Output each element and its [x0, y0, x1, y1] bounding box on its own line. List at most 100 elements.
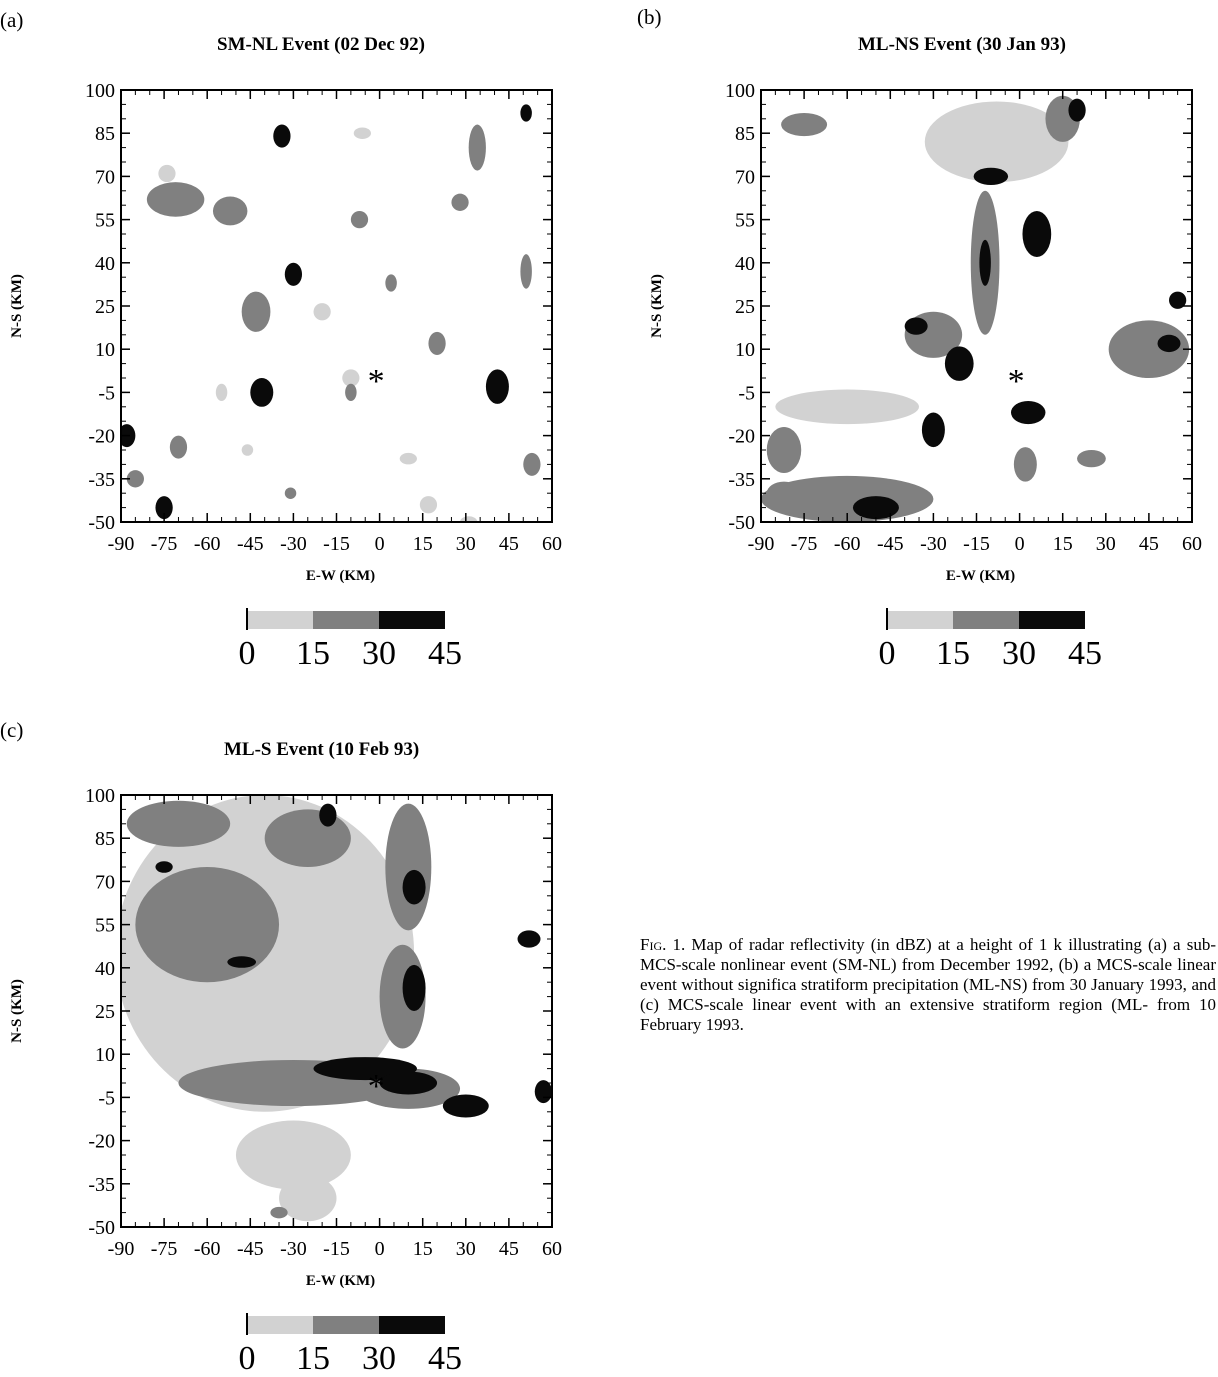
reflectivity-cell	[979, 239, 991, 286]
x-tick-label: -60	[834, 533, 861, 555]
y-tick-label: -5	[738, 382, 755, 404]
reflectivity-cell	[385, 274, 397, 292]
radar-location-marker: *	[368, 1068, 385, 1105]
colorbar-label: 30	[362, 635, 396, 672]
reflectivity-cell	[399, 452, 417, 465]
radar-location-marker: *	[368, 363, 385, 400]
x-tick-label: -30	[280, 1238, 307, 1260]
reflectivity-cell	[241, 291, 271, 332]
reflectivity-cell	[279, 1175, 337, 1222]
y-tick-label: -5	[98, 382, 115, 404]
panel-a-label: (a)	[0, 8, 24, 32]
x-tick-label: -75	[151, 1238, 178, 1260]
reflectivity-cell	[345, 383, 357, 402]
caption-text: Map of radar reflectivity (in dBZ) at a …	[640, 935, 1216, 1034]
reflectivity-cell	[215, 383, 228, 402]
reflectivity-cell	[1077, 450, 1106, 468]
x-tick-label: -45	[877, 533, 904, 555]
reflectivity-cell	[146, 182, 205, 217]
y-tick-label: 40	[735, 253, 755, 275]
x-tick-label: 45	[1139, 533, 1159, 555]
panel-c-title: ML-S Event (10 Feb 93)	[224, 739, 420, 760]
reflectivity-cell	[428, 331, 446, 355]
panel-b-colorbar: 0 15 30 45	[879, 608, 1102, 672]
caption-fig-number: Fig. 1.	[640, 935, 686, 954]
colorbar-label: 30	[1002, 635, 1036, 672]
panel-b-radar-map: 100 85 70 55 40 25 10 -5 -20 -35 -50-90 -75 -60 -45 -3…	[649, 80, 1202, 584]
reflectivity-cell	[264, 809, 351, 867]
reflectivity-cell	[921, 412, 945, 448]
x-tick-label: 0	[1015, 533, 1025, 555]
colorbar-label: 0	[239, 1340, 256, 1377]
reflectivity-cell	[904, 317, 928, 335]
reflectivity-cell	[1169, 291, 1187, 309]
x-tick-label: -90	[108, 533, 135, 555]
colorbar-label: 0	[239, 635, 256, 672]
y-axis-label: N-S (KM)	[9, 979, 25, 1043]
y-tick-label: 100	[85, 80, 115, 102]
x-tick-label: -75	[791, 533, 818, 555]
reflectivity-cell	[442, 1094, 489, 1118]
y-tick-label: 85	[735, 123, 755, 145]
y-tick-label: -35	[88, 469, 115, 491]
panel-a-colorbar: 0 15 30 45	[239, 608, 462, 672]
x-tick-label: 60	[542, 1238, 562, 1260]
reflectivity-cell	[313, 303, 331, 321]
x-tick-label: 15	[413, 1238, 433, 1260]
colorbar-segment	[313, 611, 379, 629]
x-tick-label: 60	[542, 533, 562, 555]
reflectivity-cells	[761, 95, 1190, 522]
y-axis-label: N-S (KM)	[9, 274, 25, 338]
reflectivity-cell	[155, 496, 173, 520]
reflectivity-cell	[517, 930, 541, 948]
x-tick-label: -90	[748, 533, 775, 555]
reflectivity-cell	[350, 210, 369, 229]
reflectivity-cell	[235, 1120, 351, 1190]
y-tick-label: -20	[88, 426, 115, 448]
reflectivity-cell	[402, 964, 426, 1011]
reflectivity-cell	[1157, 334, 1181, 353]
reflectivity-cell	[1022, 210, 1052, 258]
reflectivity-cell	[155, 861, 173, 873]
x-axis-label: E-W (KM)	[946, 568, 1015, 584]
reflectivity-cell	[126, 470, 144, 488]
reflectivity-cell	[1013, 447, 1037, 482]
x-tick-label: -60	[194, 533, 221, 555]
plot-frame	[120, 89, 553, 523]
y-tick-label: -50	[88, 1217, 115, 1239]
y-tick-label: 10	[735, 339, 755, 361]
reflectivity-cell	[273, 124, 291, 148]
x-tick-label: -15	[323, 1238, 350, 1260]
reflectivity-cell	[135, 867, 280, 983]
x-tick-label: -15	[963, 533, 990, 555]
y-tick-label: 70	[735, 166, 755, 188]
colorbar-label: 30	[362, 1340, 396, 1377]
colorbar-segment	[379, 611, 445, 629]
reflectivity-cell	[319, 803, 337, 827]
reflectivity-cell	[534, 1080, 552, 1104]
reflectivity-cell	[1068, 98, 1086, 122]
colorbar-segment	[313, 1316, 379, 1334]
y-tick-label: 55	[95, 915, 115, 937]
y-tick-label: -50	[88, 512, 115, 534]
figure-caption: Fig. 1. Map of radar reflectivity (in dB…	[640, 935, 1216, 1035]
reflectivity-cell	[520, 104, 532, 122]
x-tick-label: -90	[108, 1238, 135, 1260]
reflectivity-cell	[212, 196, 248, 226]
reflectivity-cell	[781, 113, 828, 137]
y-tick-label: 25	[735, 296, 755, 318]
reflectivity-cell	[250, 378, 274, 407]
colorbar-label: 45	[1068, 635, 1102, 672]
y-tick-label: 55	[95, 210, 115, 232]
x-tick-label: 0	[375, 533, 385, 555]
colorbar-label: 45	[428, 1340, 462, 1377]
colorbar-segment	[1019, 611, 1085, 629]
y-tick-label: -20	[88, 1131, 115, 1153]
colorbar-label: 15	[296, 635, 330, 672]
x-tick-label: 15	[1053, 533, 1073, 555]
colorbar-segment	[887, 611, 953, 629]
colorbar-label: 45	[428, 635, 462, 672]
reflectivity-cell	[766, 481, 802, 505]
x-tick-label: 45	[499, 533, 519, 555]
colorbar-segment	[247, 611, 313, 629]
